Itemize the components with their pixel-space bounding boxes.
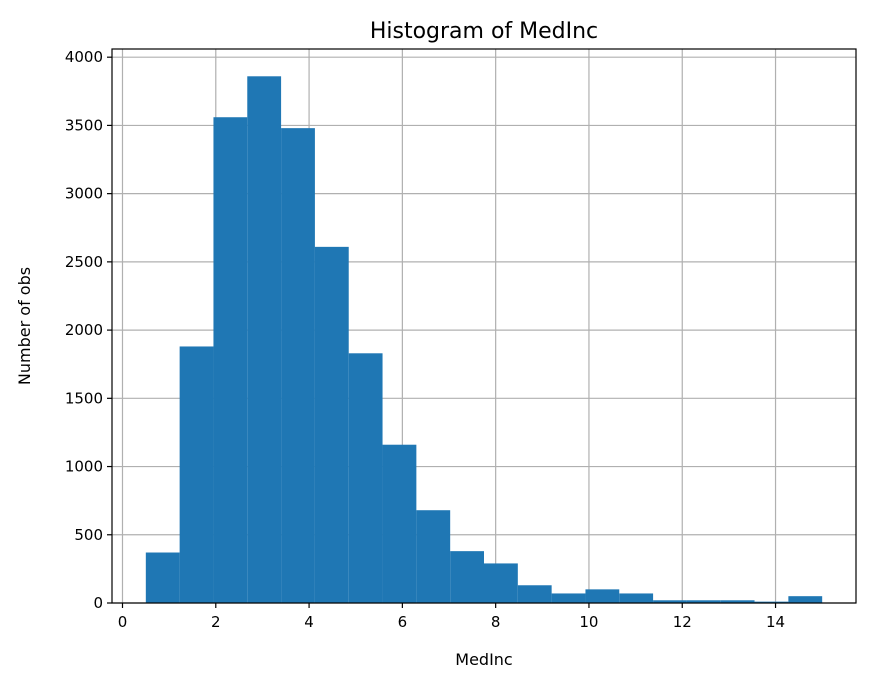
x-tick-label: 2 [211, 613, 221, 631]
x-axis-label: MedInc [455, 650, 512, 669]
bars [145, 76, 823, 604]
histogram-bar [416, 510, 451, 603]
histogram-bar [314, 246, 349, 603]
histogram-bar [145, 552, 180, 603]
x-tick-label: 6 [398, 613, 408, 631]
histogram-bar [247, 76, 282, 603]
y-tick-label: 3500 [65, 116, 103, 134]
y-tick-label: 4000 [65, 48, 103, 66]
histogram-bar [517, 585, 552, 603]
histogram-bar [788, 596, 823, 603]
chart-title: Histogram of MedInc [370, 19, 598, 44]
histogram-bar [585, 589, 620, 603]
y-tick-label: 1000 [65, 458, 103, 476]
histogram-bar [720, 600, 755, 603]
histogram-bar [281, 128, 315, 603]
y-tick-label: 500 [74, 526, 103, 544]
histogram-bar [348, 353, 383, 603]
histogram-bar [619, 593, 654, 603]
histogram-bar [213, 117, 248, 604]
y-axis-ticks: 0 500 1000 1500 2000 2500 3000 3500 4000 [65, 48, 112, 612]
histogram-bar [484, 563, 518, 603]
y-axis-label: Number of obs [15, 267, 34, 385]
y-tick-label: 2000 [65, 321, 103, 339]
y-tick-label: 0 [93, 594, 103, 612]
histogram-bar [179, 346, 214, 603]
histogram-bar [450, 551, 484, 603]
histogram-bar [551, 593, 586, 603]
x-tick-label: 12 [673, 613, 692, 631]
x-tick-label: 8 [491, 613, 501, 631]
x-tick-label: 0 [118, 613, 128, 631]
histogram-bar [382, 444, 417, 603]
y-tick-label: 2500 [65, 253, 103, 271]
y-tick-label: 1500 [65, 389, 103, 407]
x-tick-label: 4 [304, 613, 314, 631]
plot-frame [111, 48, 857, 604]
x-axis-ticks: 0 2 4 6 8 10 12 14 [118, 603, 785, 631]
histogram-bar [653, 600, 687, 603]
histogram-bar [686, 600, 721, 603]
x-tick-label: 14 [766, 613, 785, 631]
x-tick-label: 10 [579, 613, 598, 631]
y-tick-label: 3000 [65, 185, 103, 203]
histogram-bar [754, 601, 789, 603]
